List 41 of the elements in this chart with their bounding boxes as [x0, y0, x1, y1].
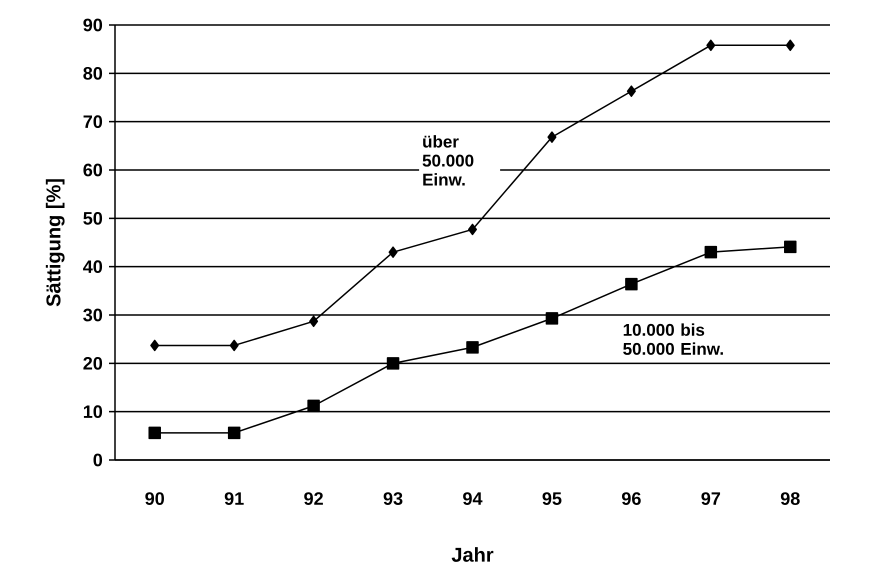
- point: [547, 131, 556, 143]
- y-tick-label: 30: [83, 308, 102, 322]
- point: [784, 240, 797, 254]
- x-tick-label: 97: [701, 492, 720, 505]
- x-tick-label: 90: [145, 492, 164, 505]
- y-tick-label: 50: [83, 212, 102, 225]
- point: [309, 316, 318, 328]
- point: [786, 40, 795, 52]
- y-tick-label: 80: [83, 66, 102, 80]
- point: [706, 40, 716, 52]
- series-label: 10.000 bis 50.000 Einw.: [623, 323, 723, 355]
- y-axis-title: Sättigung [%]: [46, 179, 65, 306]
- x-tick-label: 98: [780, 492, 800, 505]
- point: [307, 400, 320, 412]
- point: [546, 312, 558, 325]
- y-tick-label: 60: [83, 164, 102, 176]
- point: [626, 85, 636, 97]
- series-label: über 50.000 Einw.: [422, 135, 474, 186]
- y-tick-label: 40: [83, 260, 102, 274]
- x-tick-label: 91: [224, 492, 244, 505]
- x-tick-label: 93: [384, 492, 402, 505]
- point: [230, 340, 239, 352]
- x-tick-label: 95: [542, 492, 562, 505]
- point: [148, 426, 161, 440]
- point: [388, 246, 398, 258]
- point: [386, 357, 400, 370]
- point: [704, 246, 718, 258]
- point: [468, 224, 477, 236]
- point: [228, 426, 240, 440]
- y-tick-label: 20: [83, 356, 102, 370]
- x-tick-label: 94: [463, 492, 482, 505]
- point: [625, 278, 638, 290]
- y-tick-label: 90: [83, 18, 102, 32]
- y-tick-label: 0: [94, 454, 102, 466]
- y-tick-label: 10: [84, 405, 102, 418]
- point: [466, 341, 479, 354]
- x-tick-label: 92: [304, 492, 323, 505]
- x-axis-title: Jahr: [452, 547, 494, 562]
- point: [150, 340, 160, 352]
- x-tick-label: 96: [622, 492, 641, 505]
- y-tick-label: 70: [84, 115, 102, 128]
